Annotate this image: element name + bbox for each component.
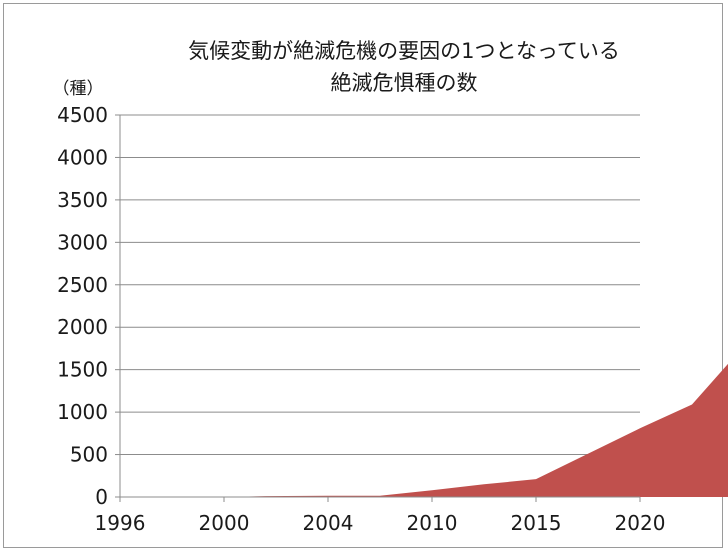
y-tick-label-500: 500 — [70, 443, 108, 467]
x-tick-label-2020: 2020 — [615, 511, 666, 535]
x-tick-label-1996: 1996 — [95, 511, 146, 535]
y-tick-label-3500: 3500 — [57, 188, 108, 212]
y-tick-label-1500: 1500 — [57, 358, 108, 382]
x-tick-label-2015: 2015 — [511, 511, 562, 535]
y-tick-label-4000: 4000 — [57, 145, 108, 169]
x-tick-label-2004: 2004 — [303, 511, 354, 535]
gridlines — [120, 114, 640, 456]
x-tick-label-2010: 2010 — [407, 511, 458, 535]
x-tick-labels: 1996 2000 2004 2010 2015 2020 — [95, 511, 666, 535]
y-tick-label-1000: 1000 — [57, 400, 108, 424]
y-tick-label-4500: 4500 — [57, 103, 108, 127]
x-tick-label-2000: 2000 — [199, 511, 250, 535]
y-tick-labels: 0 500 1000 1500 2000 2500 3000 3500 4000 4500 — [57, 103, 108, 509]
y-axis-unit-label: （種） — [53, 79, 104, 99]
axes — [115, 114, 641, 502]
y-tick-label-0: 0 — [95, 485, 108, 509]
y-tick-label-2000: 2000 — [57, 315, 108, 339]
area-series — [120, 363, 728, 497]
chart-subtitle: 絶滅危惧種の数 — [331, 71, 478, 95]
chart-title: 気候変動が絶滅危機の要因の1つとなっている — [188, 39, 620, 63]
y-tick-label-3000: 3000 — [57, 230, 108, 254]
area-fill — [120, 363, 728, 497]
y-tick-label-2500: 2500 — [57, 273, 108, 297]
